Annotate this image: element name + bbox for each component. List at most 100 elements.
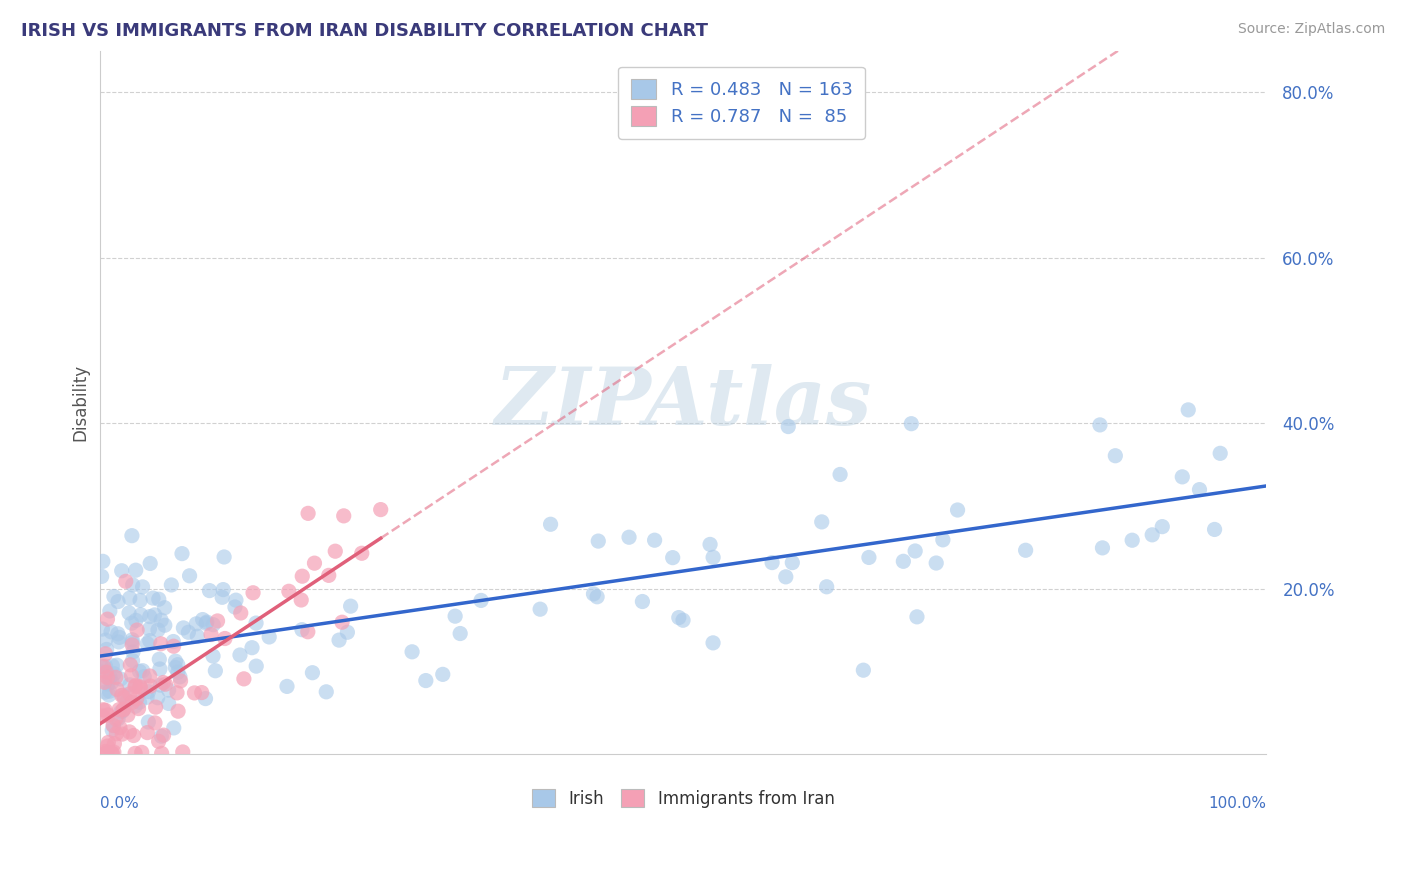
Point [138,622,160,636]
Point [661,550,683,565]
Point [108,703,131,717]
Point [318,568,340,582]
Point [617,530,640,544]
Point [195,615,218,629]
Point [139,679,162,693]
Point [94,659,117,673]
Point [139,557,162,571]
Point [131,664,153,678]
Point [900,417,922,431]
Point [107,635,129,649]
Point [336,625,359,640]
Point [225,593,247,607]
Point [128,665,150,679]
Point [775,570,797,584]
Point [702,636,724,650]
Point [121,578,143,592]
Legend: Irish, Immigrants from Iran: Irish, Immigrants from Iran [524,780,844,816]
Text: IRISH VS IMMIGRANTS FROM IRAN DISABILITY CORRELATION CHART: IRISH VS IMMIGRANTS FROM IRAN DISABILITY… [21,22,709,40]
Point [107,626,129,640]
Text: 0.0%: 0.0% [100,797,139,812]
Point [304,556,326,570]
Point [121,635,143,649]
Point [121,616,143,631]
Point [212,582,235,597]
Point [125,691,148,706]
Point [129,607,152,622]
Point [112,690,135,705]
Point [120,657,142,672]
Point [1188,483,1211,497]
Point [138,633,160,648]
Point [155,677,177,691]
Point [276,680,298,694]
Point [91,709,114,723]
Point [370,502,392,516]
Point [672,613,695,627]
Point [134,670,156,684]
Point [932,533,955,547]
Point [891,554,914,568]
Point [103,718,125,732]
Point [761,556,783,570]
Point [702,550,724,565]
Point [98,604,121,618]
Point [323,544,346,558]
Point [194,691,217,706]
Point [117,708,139,723]
Point [104,670,127,684]
Point [136,637,159,651]
Point [152,675,174,690]
Point [229,606,252,620]
Point [122,729,145,743]
Point [157,697,180,711]
Point [214,632,236,646]
Point [103,745,125,759]
Point [91,703,114,717]
Point [157,683,180,698]
Point [172,621,194,635]
Point [152,728,174,742]
Point [631,594,654,608]
Point [121,695,143,709]
Point [120,668,142,682]
Point [202,617,225,632]
Point [224,599,246,614]
Text: 100.0%: 100.0% [1208,797,1267,812]
Point [96,612,118,626]
Point [103,737,125,751]
Point [415,673,437,688]
Point [529,602,551,616]
Point [1140,528,1163,542]
Point [149,678,172,692]
Point [162,634,184,648]
Point [245,659,267,673]
Point [810,515,832,529]
Point [169,673,191,688]
Point [148,592,170,607]
Point [136,714,159,729]
Point [925,556,948,570]
Point [202,649,225,664]
Point [582,587,605,601]
Point [586,590,609,604]
Point [177,625,200,640]
Point [242,586,264,600]
Point [170,547,193,561]
Point [165,660,187,674]
Point [179,569,201,583]
Point [858,550,880,565]
Point [103,590,125,604]
Point [148,734,170,748]
Point [167,704,190,718]
Point [1177,403,1199,417]
Point [166,665,188,680]
Point [125,613,148,627]
Point [315,685,337,699]
Point [94,744,117,758]
Point [1204,523,1226,537]
Point [124,699,146,714]
Point [107,712,129,726]
Point [169,670,191,684]
Point [136,690,159,705]
